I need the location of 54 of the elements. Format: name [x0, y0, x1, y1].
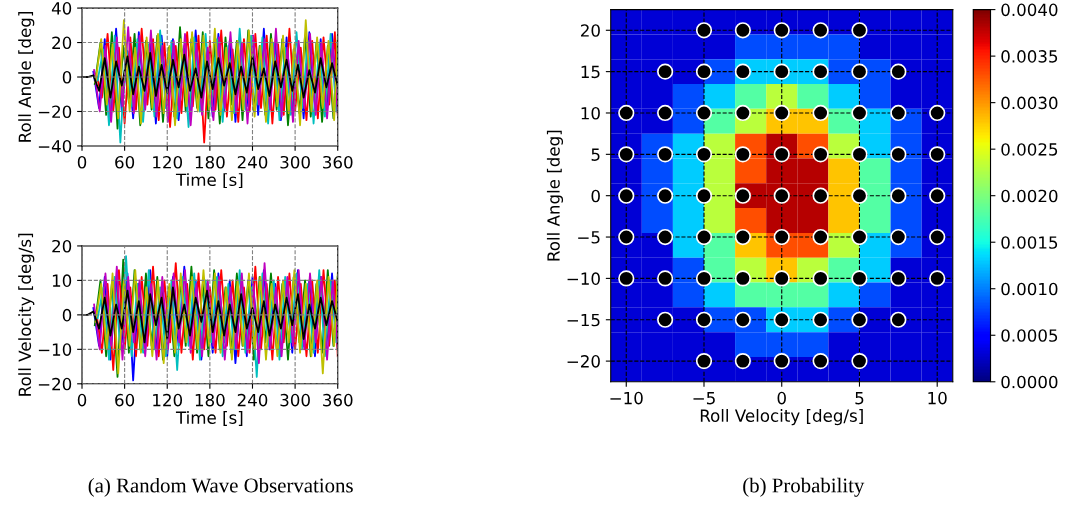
- x-tick-label: 300: [280, 393, 310, 407]
- x-tick-label: 120: [153, 393, 183, 407]
- x-tick-label: 360: [323, 155, 353, 169]
- color-bar-label: 0.0030: [1001, 96, 1058, 110]
- x-tick-label: 240: [237, 155, 268, 169]
- x-tick-label: −5: [693, 392, 715, 405]
- x-tick-label: 120: [153, 155, 183, 169]
- color-bar-label: 0.0005: [1001, 329, 1058, 342]
- x-tick-label: 60: [115, 155, 135, 169]
- x-tick-label: 5: [855, 392, 864, 405]
- color-bar-label: 0.0040: [1001, 3, 1058, 17]
- x-tick-label: 60: [115, 393, 135, 407]
- y-tick-label: 10: [581, 106, 600, 120]
- color-bar-label: 0.0035: [1001, 50, 1058, 63]
- x-tick-label: 10: [928, 391, 947, 405]
- x-tick-label: 0: [77, 155, 87, 169]
- y-tick-label: 0: [62, 70, 72, 84]
- color-bar-label: 0.0000: [1001, 375, 1058, 389]
- color-bar-label: 0.0020: [1001, 189, 1058, 203]
- y-axis-title: Roll Angle [deg]: [546, 130, 564, 261]
- text: (b) Probability: [743, 477, 865, 497]
- y-tick-label: −10: [38, 343, 72, 356]
- y-tick-label: 0: [591, 189, 600, 203]
- y-tick-label: 40: [51, 2, 72, 15]
- y-tick-label: −20: [567, 355, 600, 368]
- y-axis-title: Roll Angle [deg]: [18, 12, 35, 142]
- x-tick-label: −10: [610, 391, 643, 405]
- text: (a) Random Wave Observations: [88, 477, 353, 497]
- y-tick-label: 0: [62, 308, 72, 322]
- y-tick-label: 20: [52, 36, 72, 50]
- color-bar-label: 0.0015: [1001, 236, 1058, 249]
- x-tick-label: 180: [195, 155, 225, 169]
- y-tick-label: 10: [52, 274, 72, 287]
- y-axis-title: Roll Velocity [deg/s]: [18, 233, 35, 396]
- y-tick-label: −40: [38, 139, 72, 153]
- color-bar-label: 0.0010: [1001, 282, 1058, 296]
- x-tick-label: 240: [237, 393, 268, 407]
- y-tick-label: −15: [567, 313, 600, 327]
- y-tick-label: 20: [52, 239, 72, 253]
- x-tick-label: 0: [777, 391, 786, 405]
- x-tick-label: 0: [77, 393, 87, 407]
- y-tick-label: −20: [38, 105, 72, 119]
- y-tick-label: −20: [38, 377, 72, 391]
- color-bar-label: 0.0025: [1001, 143, 1058, 156]
- x-axis-title: Roll Velocity [deg/s]: [700, 409, 863, 426]
- y-tick-label: 15: [581, 65, 600, 79]
- y-tick-label: −5: [578, 231, 600, 244]
- x-axis-title: Time [s]: [175, 173, 243, 189]
- y-tick-label: −10: [567, 272, 600, 285]
- x-tick-label: 300: [280, 155, 310, 169]
- x-axis-title: Time [s]: [175, 411, 243, 426]
- x-tick-label: 360: [323, 393, 353, 407]
- x-tick-label: 180: [195, 393, 225, 407]
- y-tick-label: 20: [581, 24, 600, 37]
